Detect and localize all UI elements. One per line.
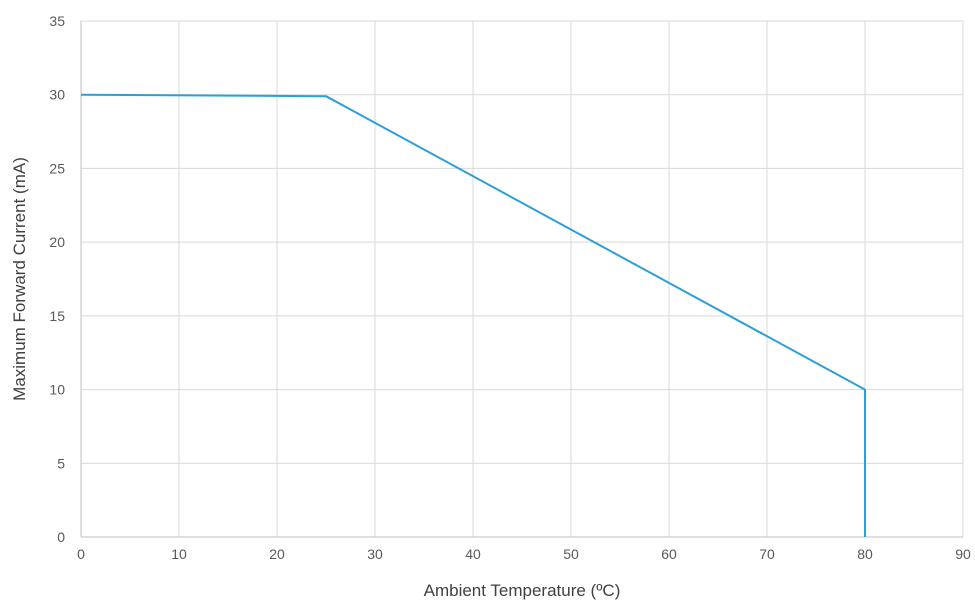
y-tick-label: 15 bbox=[49, 308, 65, 324]
y-tick-label: 25 bbox=[49, 160, 65, 176]
x-tick-label: 60 bbox=[661, 546, 677, 562]
series-layer bbox=[80, 93, 866, 537]
x-tick-label: 20 bbox=[269, 546, 285, 562]
x-tick-label: 30 bbox=[367, 546, 383, 562]
x-tick-label: 50 bbox=[563, 546, 579, 562]
grid bbox=[80, 20, 964, 538]
x-tick-label: 80 bbox=[857, 546, 873, 562]
y-tick-label: 0 bbox=[57, 529, 65, 545]
y-tick-label: 35 bbox=[49, 13, 65, 29]
tick-labels: 0 5 10 15 20 25 30 35 0 10 20 30 40 50 60 70 80 90 bbox=[49, 13, 971, 562]
y-tick-label: 5 bbox=[57, 455, 65, 471]
x-axis-title: Ambient Temperature (ºC) bbox=[424, 581, 621, 600]
x-tick-label: 0 bbox=[77, 546, 85, 562]
series-line bbox=[80, 93, 866, 537]
y-axis-title: Maximum Forward Current (mA) bbox=[10, 157, 29, 401]
x-tick-label: 10 bbox=[171, 546, 187, 562]
y-tick-label: 20 bbox=[49, 234, 65, 250]
x-tick-label: 40 bbox=[465, 546, 481, 562]
x-tick-label: 70 bbox=[759, 546, 775, 562]
y-tick-label: 30 bbox=[49, 87, 65, 103]
y-tick-label: 10 bbox=[49, 382, 65, 398]
x-tick-label: 90 bbox=[955, 546, 971, 562]
